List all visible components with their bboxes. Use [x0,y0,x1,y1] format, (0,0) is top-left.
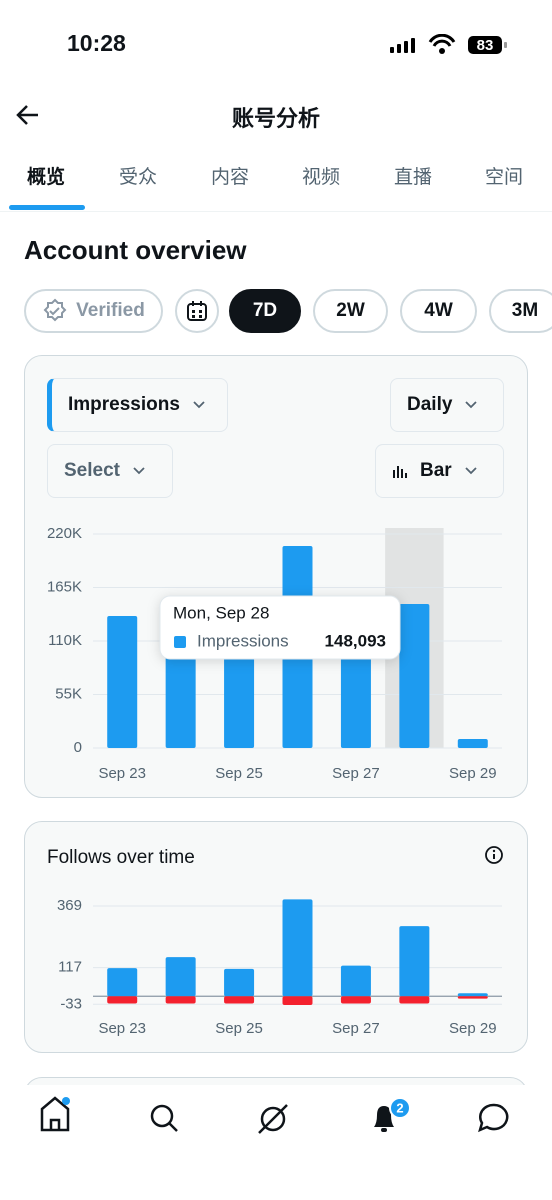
follows-card [24,821,528,1053]
bar [224,968,255,997]
status-time: 10:28 [67,30,126,56]
tooltip-value: 148,093 [325,631,386,650]
bar [107,996,138,1004]
tab[interactable]: 直播 [393,167,432,188]
bar [165,957,196,997]
x-tick-label: Sep 23 [98,1020,146,1037]
bar [282,996,313,1006]
bar [107,968,138,997]
y-tick-label: 165K [47,578,82,595]
section-title: Account overview [24,235,247,265]
divider [0,211,552,212]
x-tick-label: Sep 23 [98,765,146,782]
tooltip-series: Impressions [197,631,289,650]
x-tick-label: Sep 29 [449,1020,497,1037]
chart-style-label: Bar [420,460,452,481]
home-tab[interactable] [40,1096,70,1132]
calendar-button[interactable] [175,289,219,333]
bar [340,965,371,997]
verified-icon [43,298,67,322]
x-tick-label: Sep 25 [215,1020,263,1037]
y-tick-label: 110K [48,632,82,649]
tab[interactable]: 概览 [26,167,65,188]
y-tick-label: 369 [57,897,82,914]
bar [340,996,371,1004]
bar-icon [393,466,407,478]
x-tick-label: Sep 25 [215,765,263,782]
bar [224,633,255,748]
y-tick-label: 117 [58,959,82,976]
bar [165,630,196,748]
period-pill[interactable]: 4W [400,289,477,333]
chevron [465,467,477,475]
metric-label: Impressions [68,394,180,415]
nav-icons: 2 [40,1096,509,1134]
calendar-icon [187,301,207,321]
back-button[interactable] [14,102,42,128]
tooltip-box [159,595,401,660]
bar [282,899,313,997]
chevron [133,467,145,475]
verified-label: Verified [76,300,145,321]
x-tick-label: Sep 27 [332,1020,380,1037]
messages-tab[interactable] [478,1103,509,1133]
verified-filter[interactable]: Verified [24,289,163,333]
tooltip-swatch [174,636,186,648]
chevron [465,401,478,409]
bar [399,926,430,997]
bar [457,738,488,748]
notifications-tab[interactable]: 2 [374,1097,411,1132]
bottom-nav: 2 [0,1085,552,1200]
status-icons: 83 [390,34,507,54]
x-tick-label: Sep 27 [332,765,380,782]
select-dropdown[interactable]: Select [47,444,173,498]
period-pill[interactable]: 3M [489,289,552,333]
bar [399,996,430,1004]
x-tick-label: Sep 29 [449,765,497,782]
bar [457,993,488,997]
chevron [193,401,205,409]
grok-tab[interactable] [258,1104,288,1134]
info-icon[interactable] [484,845,504,865]
y-tick-label: -33 [60,995,82,1012]
bar [224,996,255,1004]
metric-dropdown[interactable]: Impressions [47,378,228,432]
tooltip: Mon, Sep 28 Impressions 148,093 [159,595,401,660]
bar [399,603,430,748]
bar [457,996,488,999]
tab-indicator [9,205,85,210]
interval-label: Daily [407,394,453,415]
tooltip-title: Mon, Sep 28 [173,603,269,622]
select-label: Select [64,460,120,481]
tab[interactable]: 受众 [118,167,157,188]
search-tab[interactable] [150,1104,178,1132]
tab[interactable]: 空间 [484,167,523,188]
y-tick-label: 55K [55,685,82,702]
period-pill[interactable]: 2W [313,289,388,333]
notification-badge: 2 [396,1100,403,1115]
chart-style-dropdown[interactable]: Bar [375,444,504,498]
bar [165,996,196,1004]
tab[interactable]: 内容 [210,167,249,188]
interval-dropdown[interactable]: Daily [390,378,504,432]
y-tick-label: 220K [47,525,82,542]
battery-level: 83 [477,37,494,54]
y-tick-label: 0 [74,739,82,756]
bar [107,616,138,748]
header-title: 账号分析 [231,106,320,131]
period-pill[interactable]: 7D [229,289,301,333]
tab[interactable]: 视频 [301,167,340,188]
follows-title: Follows over time [47,847,195,868]
